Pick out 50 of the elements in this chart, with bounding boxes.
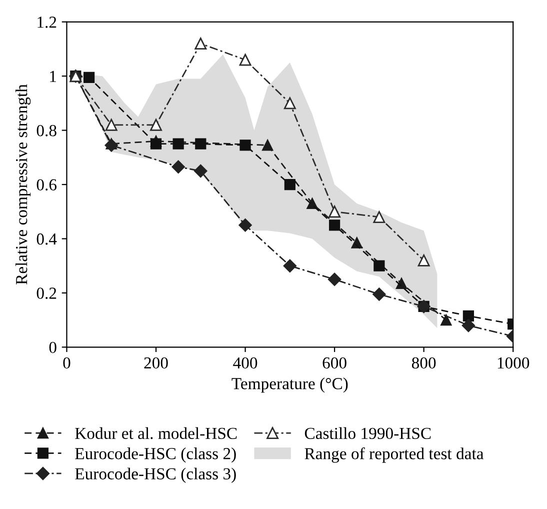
point (462, 318, 476, 332)
point (462, 310, 474, 322)
y-tick-label: 0.2 (36, 288, 56, 299)
y-tick-label: 1.2 (38, 16, 56, 28)
point (240, 140, 251, 151)
point (284, 178, 296, 190)
point (262, 140, 274, 151)
x-tick-label: 1000 (498, 357, 530, 369)
x-tick-label: 400 (233, 357, 258, 369)
y-tick-label: 0.6 (36, 179, 57, 191)
point (306, 198, 318, 210)
point (172, 138, 184, 150)
y-tick-label: 0.4 (36, 233, 57, 245)
legend-label: Eurocode-HSC (class 3) (75, 468, 236, 483)
point (373, 211, 386, 224)
point (172, 160, 185, 174)
point (374, 260, 385, 272)
x-tick-label: 0 (63, 357, 70, 369)
point (239, 54, 252, 66)
x-tick-label: 800 (412, 357, 436, 369)
point (105, 118, 118, 131)
x-tick-label: 200 (144, 357, 168, 369)
y-axis-title: Relative compressive strength (15, 84, 31, 284)
point (372, 288, 386, 301)
point (396, 278, 408, 289)
y-tick-label: 1 (50, 70, 56, 82)
y-tick-label: 0 (49, 342, 56, 354)
point (238, 218, 252, 232)
point (440, 314, 452, 326)
legend-label: Range of reported test data (304, 447, 484, 463)
point (351, 237, 362, 248)
point (283, 259, 296, 272)
legend-label: Eurocode-HSC (class 2) (75, 448, 236, 463)
point (150, 138, 162, 150)
point (328, 272, 342, 286)
point (83, 72, 95, 84)
point (328, 220, 340, 231)
point (194, 38, 207, 50)
y-tick-label: 0.8 (36, 125, 56, 136)
legend-label: Kodur et al. model-HSC (75, 427, 237, 440)
point (328, 206, 341, 218)
point (104, 138, 118, 152)
point (194, 164, 208, 178)
point (195, 138, 206, 150)
x-tick-label: 600 (322, 357, 346, 369)
point (284, 97, 296, 110)
point (150, 118, 162, 131)
legend-label: Castillo 1990-HSC (304, 427, 431, 440)
point (418, 254, 430, 266)
x-axis-title: Temperature (°C) (232, 378, 348, 393)
